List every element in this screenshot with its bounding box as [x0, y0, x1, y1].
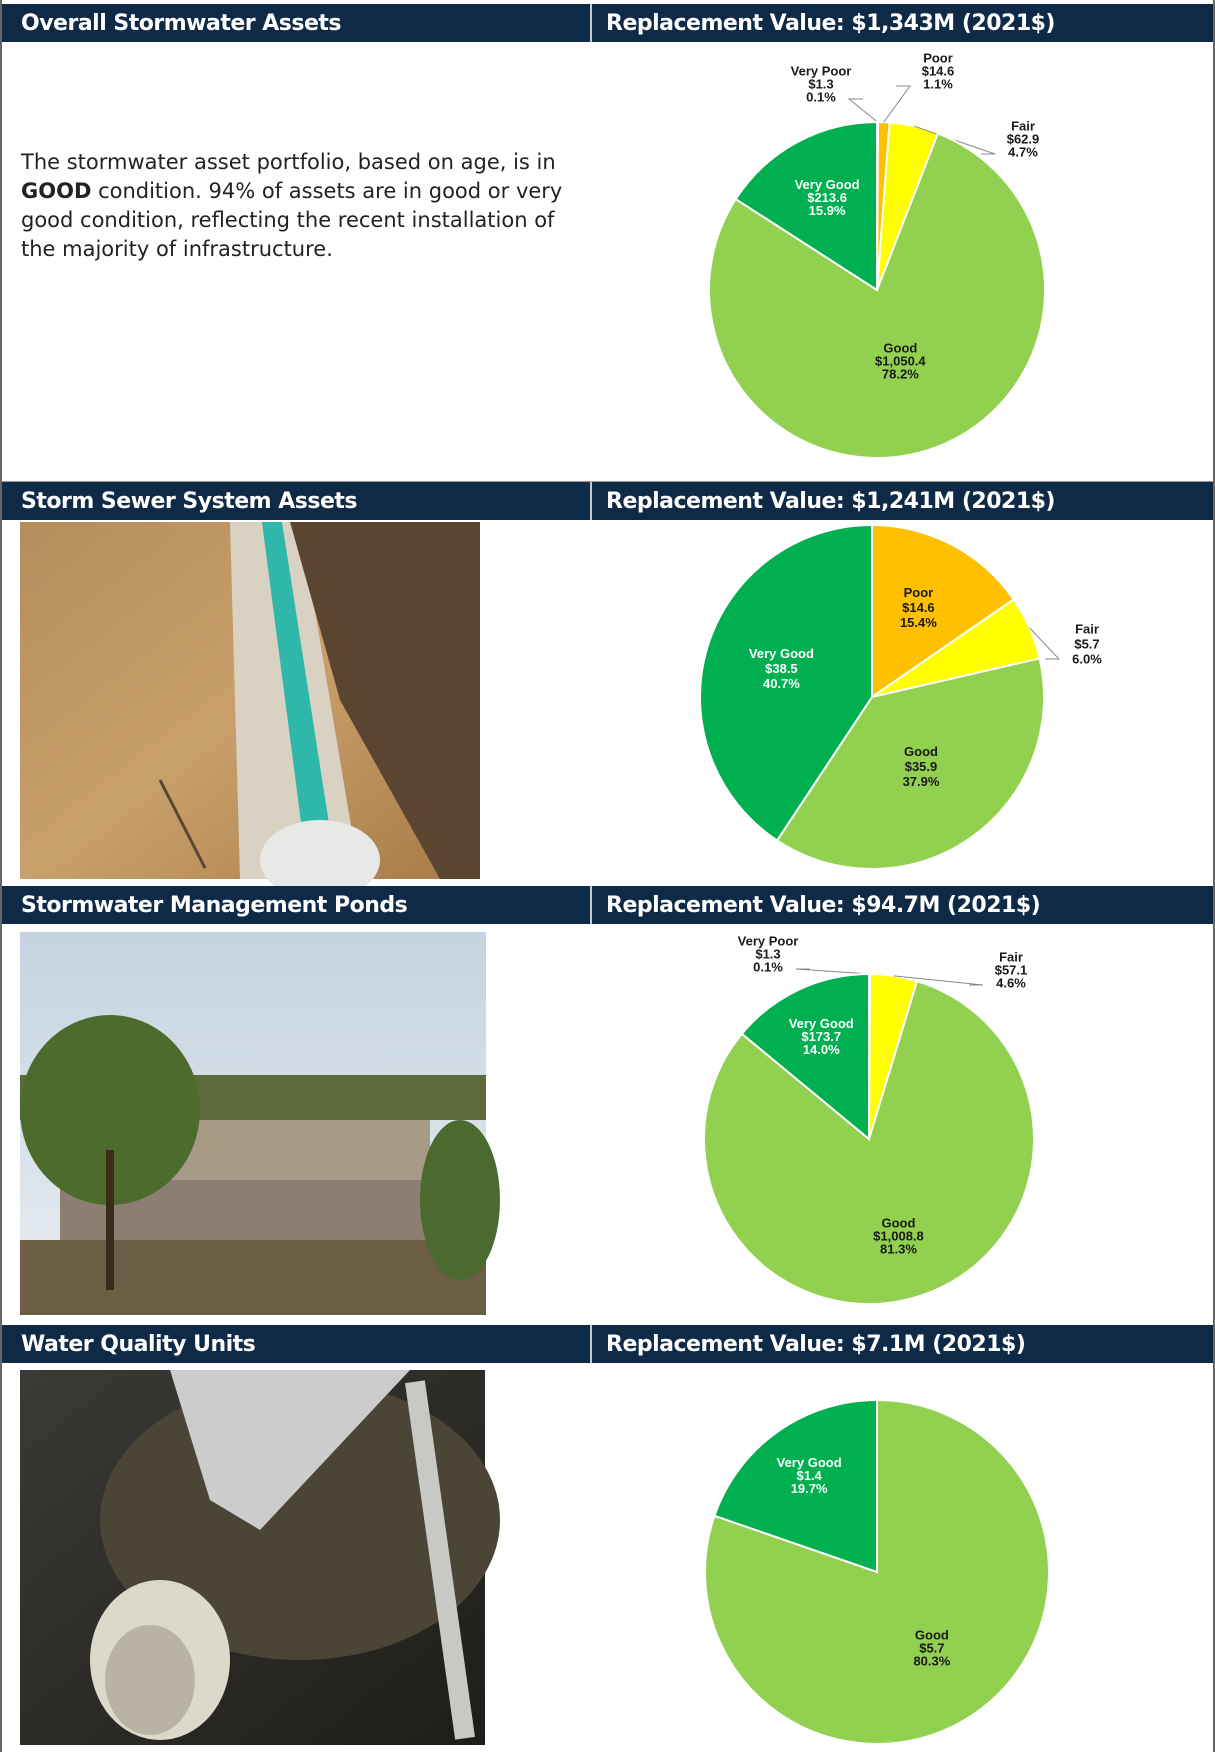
slice-name: Very Good — [749, 646, 814, 661]
slice-percent: 14.0% — [803, 1042, 840, 1057]
section-title: Water Quality Units — [21, 1332, 256, 1357]
leader-line — [1029, 627, 1061, 660]
slice-percent: 4.6% — [996, 975, 1026, 990]
paragraph: The stormwater asset portfolio, based on… — [20, 150, 556, 174]
pie-slice — [740, 972, 870, 1142]
pie-slice — [699, 523, 873, 842]
slice-name: Poor — [923, 50, 953, 65]
slice-name: Very Good — [789, 1016, 854, 1031]
slice-percent: 1.1% — [923, 76, 953, 91]
paragraph: the majority of infrastructure. — [21, 237, 333, 261]
section-header — [2, 4, 1213, 42]
leader-line — [795, 968, 870, 975]
leader-line — [847, 98, 878, 123]
leader-line — [893, 975, 984, 986]
paragraph: good condition, reflecting the recent in… — [21, 208, 555, 232]
slice-percent: 19.7% — [791, 1481, 828, 1496]
text: condition. 94% of assets are in good or … — [98, 179, 562, 203]
slice-percent: 40.7% — [763, 676, 800, 691]
section-title: Storm Sewer System Assets — [21, 489, 357, 514]
pie-slice — [734, 120, 878, 292]
slice-name: Fair — [1075, 621, 1099, 636]
slice-amount: $5.7 — [919, 1640, 944, 1655]
slice-amount: $14.6 — [902, 600, 935, 615]
slice-name: Fair — [1011, 118, 1035, 133]
slice-name: Very Good — [795, 177, 860, 192]
slice-name: Very Good — [777, 1455, 842, 1470]
slice-amount: $173.7 — [801, 1029, 841, 1044]
text: The stormwater asset portfolio, based on… — [20, 150, 556, 174]
pie-slice — [713, 1398, 878, 1574]
section-header — [2, 482, 1213, 520]
slice-percent: 6.0% — [1072, 651, 1102, 666]
slice-amount: $14.6 — [922, 63, 955, 78]
slice-name: Poor — [904, 585, 934, 600]
slice-amount: $1,050.4 — [875, 353, 926, 368]
pie-slice — [703, 979, 1035, 1306]
slice-percent: 4.7% — [1008, 144, 1038, 159]
slice-name: Good — [881, 1215, 915, 1230]
slice-name: Good — [883, 340, 917, 355]
slice-percent: 78.2% — [882, 366, 919, 381]
slice-percent: 37.9% — [903, 774, 940, 789]
slice-name: Good — [915, 1627, 949, 1642]
replacement-value: Replacement Value: $1,343M (2021$) — [606, 11, 1055, 36]
slice-name: Good — [904, 744, 938, 759]
section-header — [2, 886, 1213, 924]
slice-amount: $1,008.8 — [873, 1228, 924, 1243]
replacement-value: Replacement Value: $7.1M (2021$) — [606, 1332, 1025, 1357]
pie-slice — [708, 132, 1046, 459]
slice-amount: $5.7 — [1074, 636, 1099, 651]
slice-percent: 15.9% — [809, 203, 846, 218]
leader-line — [883, 85, 911, 123]
photo-pond — [20, 932, 500, 1315]
pie-slice — [775, 657, 1045, 870]
emphasis: GOOD — [21, 179, 91, 203]
photo-wqu — [20, 1370, 500, 1745]
slice-percent: 0.1% — [806, 89, 836, 104]
slice-percent: 80.3% — [913, 1653, 950, 1668]
slice-name: Fair — [999, 949, 1023, 964]
slice-amount: $38.5 — [765, 661, 798, 676]
slice-amount: $1.4 — [796, 1468, 822, 1483]
slice-amount: $1.3 — [755, 946, 780, 961]
section-title: Stormwater Management Ponds — [21, 893, 408, 918]
section-title: Overall Stormwater Assets — [21, 11, 341, 36]
replacement-value: Replacement Value: $1,241M (2021$) — [606, 489, 1055, 514]
slice-amount: $213.6 — [807, 190, 847, 205]
slice-percent: 15.4% — [900, 615, 937, 630]
slice-name: Very Poor — [738, 933, 799, 948]
paragraph: GOOD condition. 94% of assets are in goo… — [21, 179, 562, 203]
slice-amount: $57.1 — [995, 962, 1028, 977]
slice-name: Very Poor — [791, 63, 852, 78]
slice-amount: $62.9 — [1007, 131, 1040, 146]
slice-percent: 81.3% — [880, 1241, 917, 1256]
photo-trench — [20, 522, 480, 900]
pie-slice — [871, 523, 1016, 699]
slice-amount: $1.3 — [808, 76, 833, 91]
replacement-value: Replacement Value: $94.7M (2021$) — [606, 893, 1040, 918]
slice-percent: 0.1% — [753, 959, 783, 974]
section-header — [2, 1325, 1213, 1363]
slice-amount: $35.9 — [905, 759, 938, 774]
